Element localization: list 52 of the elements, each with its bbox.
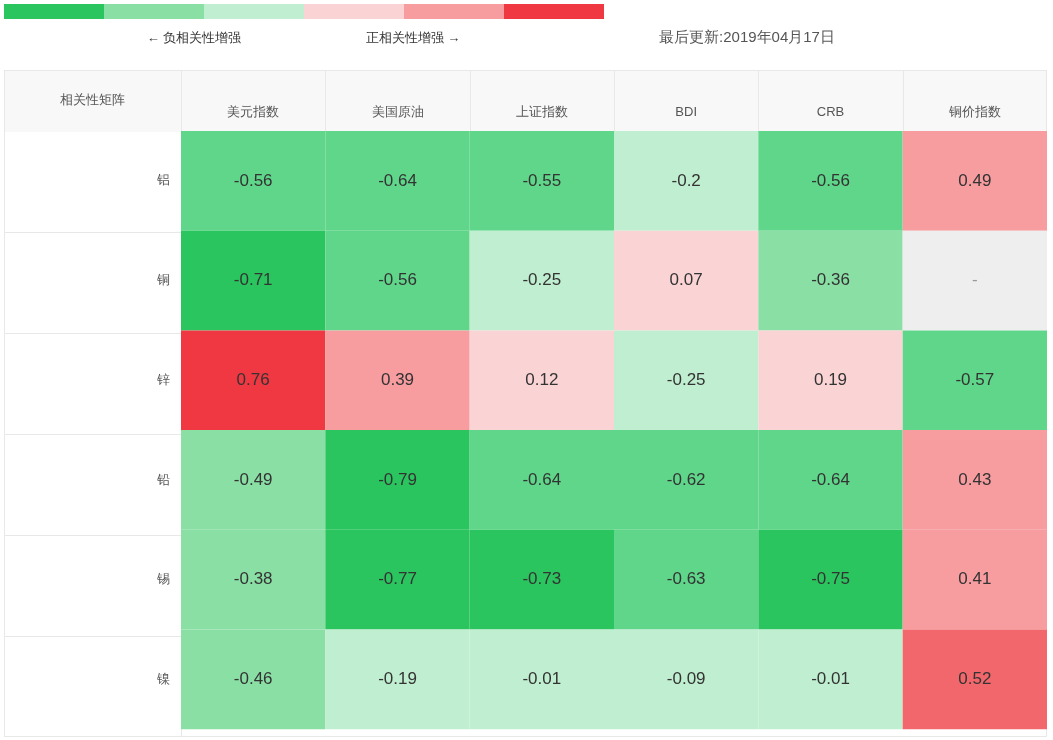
data-label: -0.09 bbox=[666, 669, 706, 689]
data-label: 0.07 bbox=[669, 270, 703, 290]
data-label: -0.49 bbox=[233, 469, 273, 489]
data-label: -0.25 bbox=[522, 270, 562, 290]
data-label: -0.56 bbox=[378, 270, 417, 290]
x-tick-label: 上证指数 bbox=[515, 103, 568, 119]
data-label: -0.77 bbox=[378, 569, 417, 589]
y-tick-label: 锡 bbox=[156, 571, 170, 587]
data-label: 0.52 bbox=[958, 669, 992, 689]
data-label: -0.38 bbox=[233, 569, 273, 589]
data-label: -0.36 bbox=[811, 270, 850, 290]
data-label: -0.19 bbox=[378, 669, 417, 689]
data-label: -0.55 bbox=[522, 170, 562, 190]
data-label: -0.73 bbox=[522, 569, 562, 589]
data-label: -0.64 bbox=[522, 469, 562, 489]
y-tick-label: 铅 bbox=[156, 471, 170, 487]
data-label: -0.79 bbox=[378, 469, 417, 489]
data-label: 0.41 bbox=[958, 569, 992, 589]
data-label: -0.64 bbox=[811, 469, 850, 489]
x-tick-label: BDI bbox=[675, 103, 697, 119]
data-label: -0.57 bbox=[955, 369, 995, 389]
data-label: -0.64 bbox=[378, 170, 417, 190]
x-tick-label: CRB bbox=[816, 103, 845, 119]
data-label: -0.63 bbox=[666, 569, 706, 589]
x-tick-label: 美国原油 bbox=[371, 103, 424, 119]
data-label: -0.56 bbox=[233, 170, 273, 190]
text: 最后更新:2019年04月17日 bbox=[659, 28, 835, 46]
data-label: -0.25 bbox=[666, 369, 706, 389]
y-axis-title: 相关性矩阵 bbox=[60, 92, 125, 108]
text: ← 负相关性增强 bbox=[146, 29, 242, 45]
x-tick-label: 铜价指数 bbox=[947, 103, 1001, 119]
data-label: 0.19 bbox=[813, 369, 848, 389]
data-label: 0.76 bbox=[236, 369, 270, 389]
y-tick-label: 镍 bbox=[156, 670, 170, 686]
y-tick-label: 铝 bbox=[156, 172, 170, 188]
data-label: -0.01 bbox=[522, 669, 562, 689]
data-label: 0.43 bbox=[958, 469, 992, 489]
data-label: -0.56 bbox=[811, 170, 850, 190]
data-label: -0.46 bbox=[233, 669, 273, 689]
text: - bbox=[972, 270, 978, 290]
y-tick-label: 锌 bbox=[156, 371, 170, 387]
x-tick-label: 美元指数 bbox=[227, 103, 280, 119]
data-label: -0.2 bbox=[671, 170, 701, 190]
data-label: -0.62 bbox=[666, 469, 706, 489]
data-label: 0.12 bbox=[525, 369, 559, 389]
data-label: 0.49 bbox=[958, 170, 992, 190]
data-label: -0.75 bbox=[811, 569, 850, 589]
data-label: -0.71 bbox=[233, 270, 273, 290]
data-label: -0.01 bbox=[811, 669, 850, 689]
y-tick-label: 铜 bbox=[156, 272, 170, 288]
data-label: 0.39 bbox=[380, 369, 415, 389]
text: 正相关性增强 → bbox=[365, 29, 461, 45]
